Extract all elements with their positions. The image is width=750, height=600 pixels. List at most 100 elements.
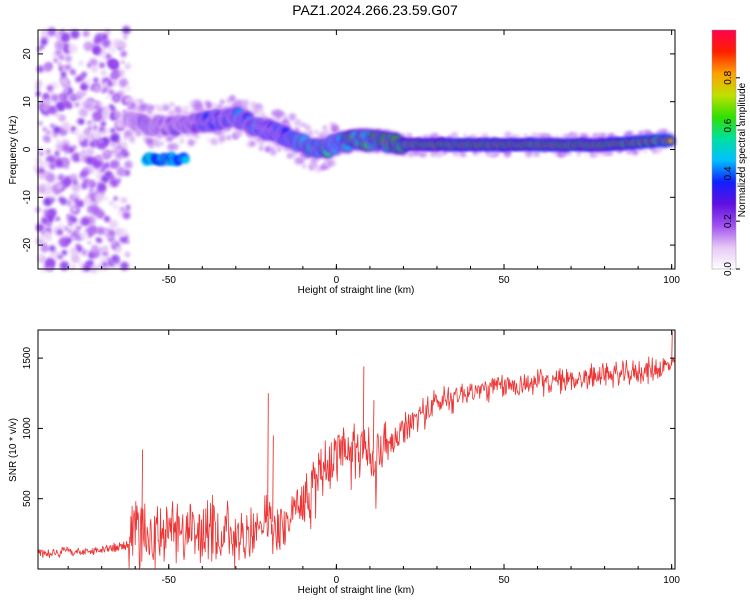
halo-cell: [239, 128, 244, 134]
halo-cell: [208, 104, 212, 108]
noise-cell: [35, 80, 43, 87]
noise-cell: [77, 133, 86, 142]
noise-cell: [70, 29, 80, 39]
noise-cell: [55, 112, 61, 118]
noise-cell: [43, 98, 52, 107]
noise-cell: [41, 104, 51, 113]
halo-cell: [463, 133, 467, 137]
noise-cell: [112, 203, 119, 210]
noise-cell: [103, 196, 109, 201]
noise-cell: [122, 110, 127, 114]
halo-cell: [174, 106, 183, 115]
noise-cell: [38, 235, 44, 241]
noise-cell: [108, 89, 115, 96]
noise-cell: [94, 114, 102, 122]
noise-cell: [90, 65, 98, 73]
noise-cell: [98, 141, 107, 150]
snr-panel: -50 0 50 100 500 1000 1500 Height of straight…: [8, 329, 680, 596]
halo-cell: [408, 133, 412, 138]
halo-cell: [217, 103, 223, 109]
colorbar: 0.0 0.2 0.4 0.6 0.8 Normalized spectral ampl…: [711, 29, 748, 276]
snr-spike: [362, 366, 365, 454]
noise-cell: [56, 229, 64, 236]
noise-cell: [59, 106, 64, 111]
halo-cell: [199, 109, 204, 113]
halo-cell: [514, 134, 521, 141]
noise-cell: [36, 65, 44, 73]
colorbar-tick-label: 0.0: [723, 262, 734, 276]
halo-cell: [314, 130, 318, 134]
noise-cell: [69, 129, 73, 133]
noise-cell: [91, 227, 98, 234]
halo-cell: [631, 148, 639, 156]
noise-cell: [119, 141, 129, 150]
halo-cell: [147, 109, 153, 116]
noise-cell: [80, 249, 88, 256]
halo-cell: [442, 150, 447, 155]
noise-cell: [58, 193, 63, 198]
halo-cell: [131, 140, 135, 145]
noise-cell: [113, 196, 118, 201]
noise-cell: [45, 241, 49, 246]
noise-cell: [62, 144, 71, 152]
noise-cell: [49, 90, 54, 95]
noise-cell: [125, 206, 130, 212]
colorbar-tick-label: 0.6: [723, 118, 734, 132]
halo-cell: [256, 107, 264, 115]
tone-cell: [668, 138, 674, 144]
noise-cell: [107, 82, 113, 87]
halo-cell: [195, 134, 200, 139]
noise-cell: [53, 58, 58, 63]
noise-cell: [68, 93, 76, 100]
colorbar-tick-label: 0.8: [723, 70, 734, 84]
noise-cell: [39, 104, 44, 109]
spectrogram-y-tick-label: 20: [22, 48, 33, 60]
halo-cell: [314, 164, 322, 173]
noise-cell: [102, 151, 111, 161]
noise-cell: [37, 254, 44, 261]
noise-cell: [114, 264, 119, 268]
halo-cell: [451, 132, 459, 140]
halo-cell: [277, 147, 282, 152]
noise-cell: [38, 121, 43, 126]
noise-cell: [58, 237, 68, 247]
noise-cell: [61, 178, 71, 188]
noise-cell: [46, 130, 51, 135]
snr-y-axis: 500 1000 1500: [22, 347, 675, 507]
figure-title: PAZ1.2024.266.23.59.G07: [292, 2, 458, 18]
snr-spikes: [141, 331, 673, 525]
snr-y-label: SNR (10 * v/v): [8, 418, 19, 482]
noise-cell: [83, 263, 92, 272]
halo-cell: [567, 151, 572, 156]
noise-cell: [89, 140, 97, 148]
halo-cell: [276, 116, 281, 121]
noise-cell: [116, 166, 126, 177]
halo-cell: [562, 133, 570, 141]
spectrogram-x-tick-label: 100: [663, 275, 680, 286]
noise-cell: [91, 128, 100, 137]
noise-cell: [83, 167, 88, 172]
noise-cell: [69, 173, 78, 182]
snr-y-tick-label: 500: [22, 490, 33, 507]
noise-cell: [89, 58, 98, 67]
spectrogram-y-label: Frequency (Hz): [8, 116, 19, 185]
noise-cell: [67, 221, 73, 227]
noise-cell: [124, 160, 133, 169]
noise-cell: [74, 101, 80, 108]
halo-cell: [667, 131, 674, 138]
colorbar-tick-label: 0.4: [723, 166, 734, 180]
halo-cell: [169, 102, 175, 107]
halo-cell: [433, 134, 438, 139]
halo-cell: [476, 148, 483, 155]
noise-cell: [64, 55, 72, 63]
noise-cell: [106, 95, 110, 99]
noise-cell: [59, 94, 64, 100]
halo-cell: [297, 121, 303, 128]
spectrogram-x-tick-label: 0: [334, 275, 340, 286]
halo-cell: [138, 130, 143, 135]
noise-cell: [94, 192, 105, 203]
noise-cell: [78, 60, 84, 66]
noise-cell: [42, 127, 47, 132]
halo-cell: [258, 146, 264, 151]
noise-cell: [69, 68, 76, 75]
